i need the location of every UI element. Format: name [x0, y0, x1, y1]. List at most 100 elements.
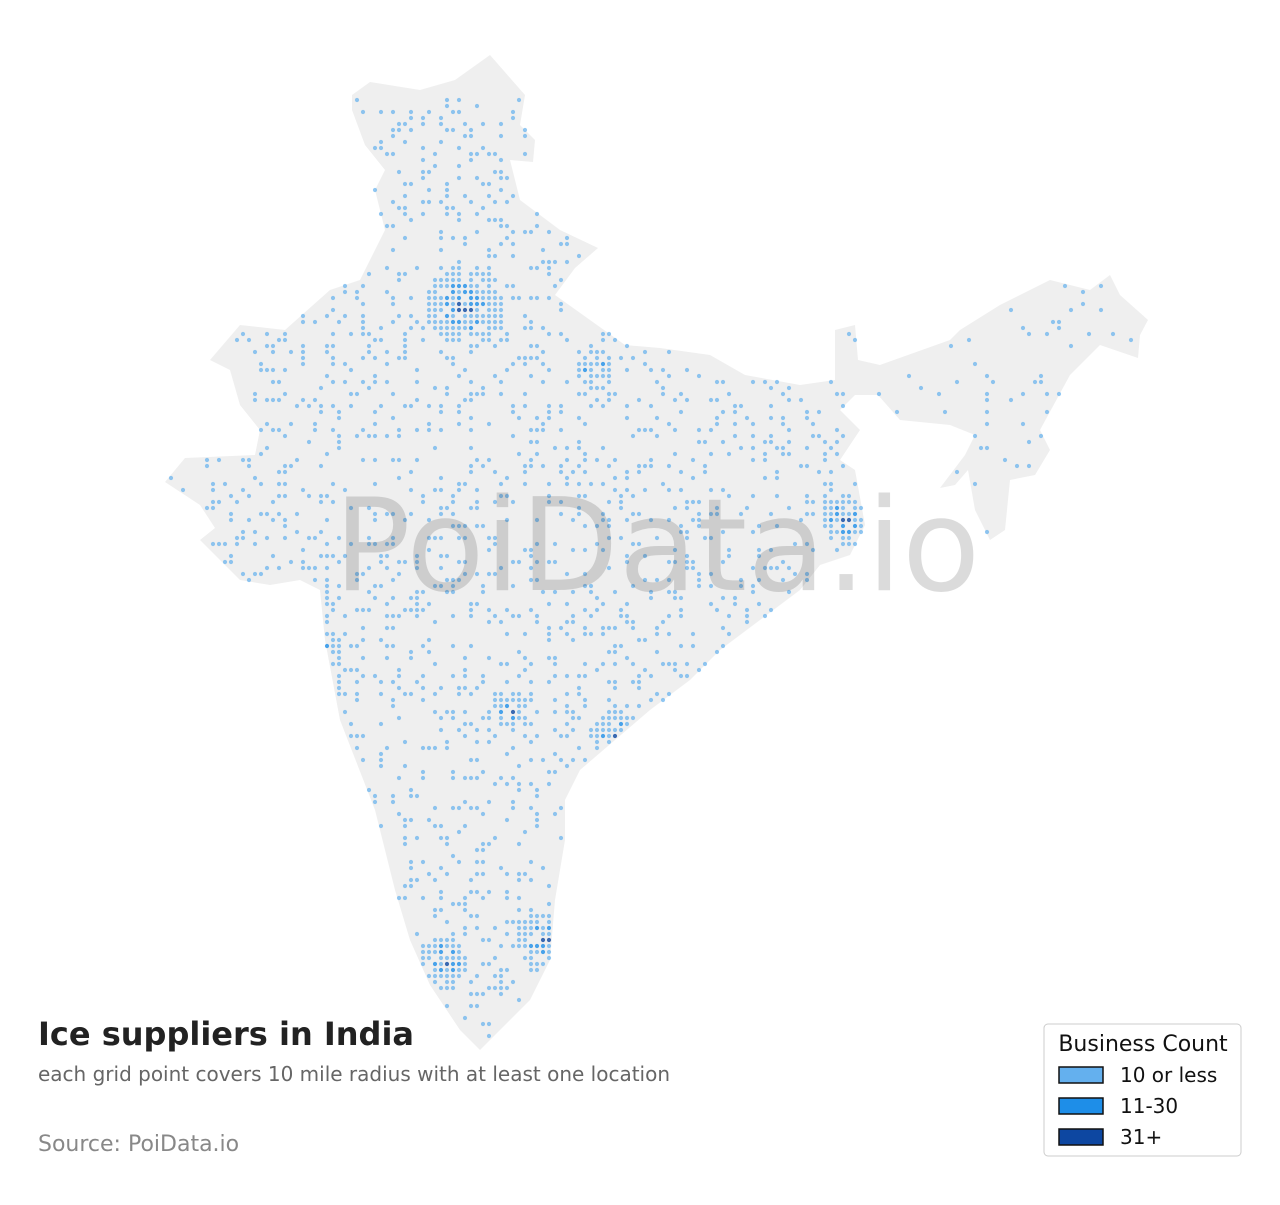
grid-point: [408, 325, 414, 331]
grid-point: [582, 547, 588, 553]
grid-point: [756, 547, 762, 553]
grid-point: [420, 325, 426, 331]
grid-point: [576, 715, 582, 721]
grid-point: [468, 415, 474, 421]
grid-point: [576, 373, 582, 379]
grid-point: [438, 937, 444, 943]
grid-point: [474, 571, 480, 577]
grid-point: [450, 127, 456, 133]
grid-point: [426, 871, 432, 877]
grid-point: [1086, 331, 1092, 337]
grid-point: [804, 499, 810, 505]
grid-point: [606, 727, 612, 733]
grid-point: [306, 535, 312, 541]
grid-point: [360, 733, 366, 739]
grid-point: [450, 325, 456, 331]
grid-point: [516, 649, 522, 655]
grid-point: [528, 757, 534, 763]
grid-point: [546, 259, 552, 265]
grid-point: [822, 523, 828, 529]
grid-point: [1080, 289, 1086, 295]
grid-point: [462, 655, 468, 661]
grid-point: [504, 817, 510, 823]
grid-point: [552, 589, 558, 595]
grid-point: [978, 445, 984, 451]
grid-point: [966, 337, 972, 343]
grid-point: [564, 673, 570, 679]
grid-point: [456, 175, 462, 181]
grid-point: [846, 493, 852, 499]
grid-point: [492, 307, 498, 313]
grid-point: [534, 343, 540, 349]
grid-point: [552, 445, 558, 451]
grid-point: [624, 469, 630, 475]
grid-point: [444, 103, 450, 109]
grid-point: [432, 967, 438, 973]
grid-point: [534, 265, 540, 271]
grid-point: [858, 529, 864, 535]
grid-point: [462, 535, 468, 541]
grid-point: [852, 499, 858, 505]
grid-point: [516, 925, 522, 931]
grid-point: [582, 469, 588, 475]
grid-point: [462, 673, 468, 679]
grid-point: [564, 631, 570, 637]
grid-point: [768, 607, 774, 613]
grid-point: [498, 493, 504, 499]
grid-point: [534, 793, 540, 799]
grid-point: [420, 961, 426, 967]
grid-point: [432, 877, 438, 883]
grid-point: [396, 457, 402, 463]
grid-point: [684, 553, 690, 559]
grid-point: [690, 631, 696, 637]
grid-point: [606, 535, 612, 541]
grid-point: [444, 739, 450, 745]
grid-point: [528, 691, 534, 697]
grid-point: [876, 391, 882, 397]
grid-point: [846, 535, 852, 541]
grid-point: [468, 643, 474, 649]
grid-point: [456, 955, 462, 961]
grid-point: [336, 439, 342, 445]
grid-point: [462, 1015, 468, 1021]
grid-point: [324, 349, 330, 355]
grid-point: [564, 457, 570, 463]
grid-point: [606, 697, 612, 703]
grid-point: [510, 799, 516, 805]
grid-point: [354, 295, 360, 301]
grid-point: [276, 511, 282, 517]
grid-point: [462, 961, 468, 967]
grid-point: [780, 445, 786, 451]
grid-point: [480, 319, 486, 325]
grid-point: [528, 949, 534, 955]
grid-point: [408, 877, 414, 883]
grid-point: [678, 643, 684, 649]
grid-point: [402, 235, 408, 241]
grid-point: [360, 655, 366, 661]
grid-point: [516, 895, 522, 901]
grid-point: [654, 625, 660, 631]
grid-point: [396, 811, 402, 817]
grid-point: [390, 799, 396, 805]
grid-point: [516, 763, 522, 769]
grid-point: [954, 469, 960, 475]
grid-point: [618, 355, 624, 361]
grid-point: [420, 175, 426, 181]
grid-point: [984, 397, 990, 403]
grid-point: [582, 355, 588, 361]
grid-point: [408, 859, 414, 865]
grid-point: [396, 355, 402, 361]
grid-point: [354, 691, 360, 697]
grid-point: [228, 559, 234, 565]
grid-point: [780, 559, 786, 565]
grid-point: [510, 775, 516, 781]
grid-point: [594, 457, 600, 463]
grid-point: [336, 685, 342, 691]
grid-point: [426, 109, 432, 115]
grid-point: [414, 595, 420, 601]
grid-point: [564, 703, 570, 709]
grid-point: [546, 409, 552, 415]
grid-point: [402, 817, 408, 823]
grid-point: [498, 709, 504, 715]
grid-point: [564, 379, 570, 385]
